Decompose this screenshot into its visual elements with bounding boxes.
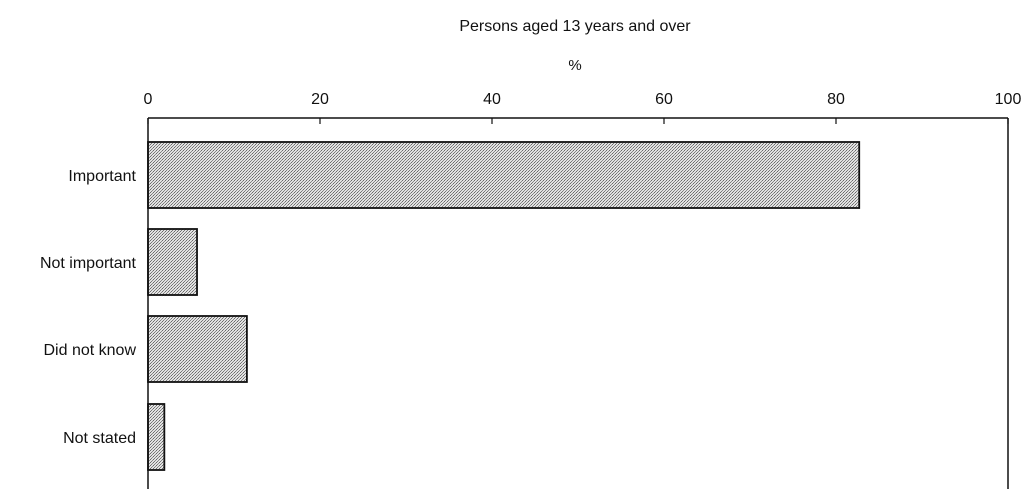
category-label: Not important (40, 255, 137, 272)
category-labels: Important Not important Did not know Not st… (40, 168, 137, 447)
x-tick-label: 0 (144, 91, 153, 108)
x-tick-label: 100 (995, 91, 1022, 108)
x-axis-label: % (568, 57, 581, 74)
category-label: Important (68, 168, 136, 185)
bars (147, 141, 861, 471)
chart-subtitle: Persons aged 13 years and over (459, 18, 691, 35)
x-tick-label: 80 (827, 91, 845, 108)
category-label: Did not know (44, 342, 137, 359)
bar-not-important (147, 228, 198, 296)
x-tick-label: 60 (655, 91, 673, 108)
x-axis-ticks: 0 20 40 60 80 100 (144, 91, 1022, 124)
x-tick-label: 40 (483, 91, 501, 108)
bar-not-stated (147, 403, 166, 471)
category-label: Not stated (63, 430, 136, 447)
bar-important (147, 141, 861, 209)
x-tick-label: 20 (311, 91, 329, 108)
bar-did-not-know (147, 315, 248, 383)
